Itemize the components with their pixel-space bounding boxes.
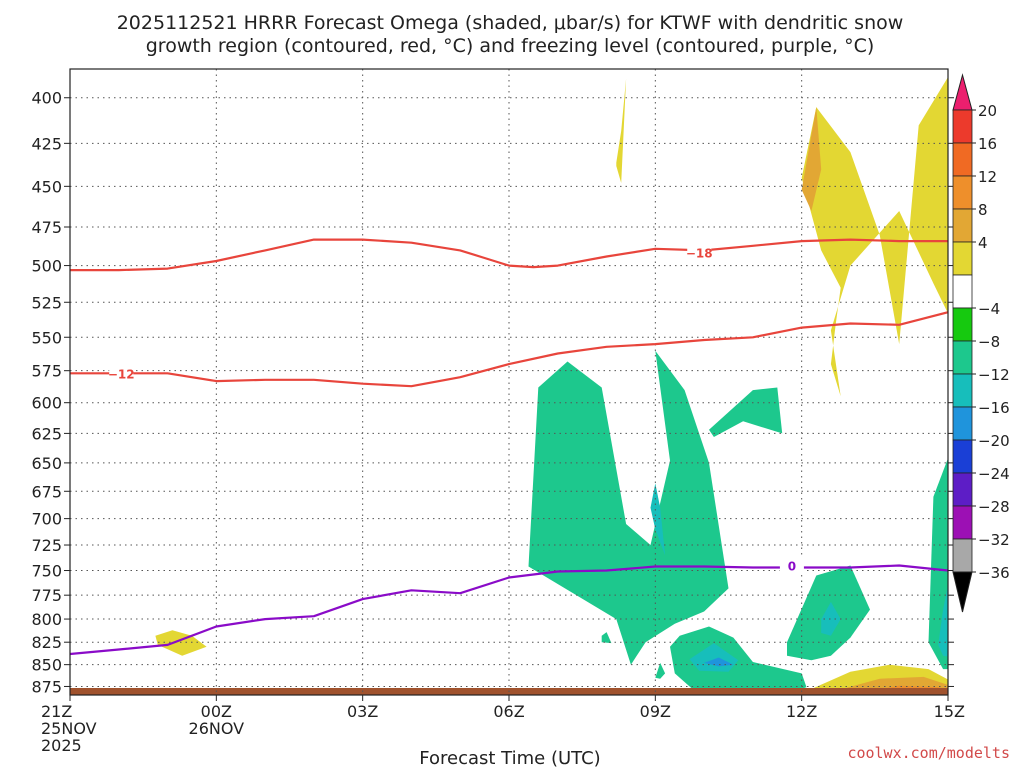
y-tick-label-14: 750 — [31, 562, 62, 581]
colorbar-label-1: 16 — [978, 135, 997, 153]
omega-region-2 — [616, 78, 627, 183]
y-axis-ticks: 400 425 450 475 500 525 550 575 600 625 650 675 700 7… — [31, 89, 954, 696]
y-tick-label-4: 500 — [31, 257, 62, 276]
colorbar-label-11: −28 — [978, 498, 1010, 516]
omega-region-0 — [801, 77, 948, 397]
contour-lines: −18 −12 0 — [70, 238, 948, 656]
colorbar-label-5: −4 — [978, 300, 1000, 318]
colorbar-bin-1 — [952, 109, 973, 144]
colorbar-bin-9 — [952, 373, 973, 408]
contour-label-bg-0 — [687, 245, 712, 260]
omega-shading — [155, 77, 948, 695]
x-tick-label-1-0: 00Z — [201, 702, 232, 721]
colorbar-bin-12 — [952, 472, 973, 507]
colorbar-bin-11 — [952, 439, 973, 474]
x-tick-label-0-1: 25NOV — [41, 719, 97, 738]
y-tick-label-1: 425 — [31, 134, 62, 153]
omega-region-1 — [155, 630, 207, 656]
omega-region-18 — [938, 585, 948, 657]
omega-region-13 — [601, 632, 612, 644]
colorbar-bin-14 — [952, 538, 973, 573]
contour-label-bg-2 — [779, 558, 804, 573]
omega-region-14 — [655, 662, 666, 679]
colorbar-label-9: −20 — [978, 432, 1010, 450]
contour-label-bg-1 — [109, 366, 134, 381]
y-tick-label-6: 550 — [31, 328, 62, 347]
contour-label-2: 0 — [788, 559, 796, 573]
x-tick-label-3-0: 06Z — [493, 702, 524, 721]
y-tick-label-9: 625 — [31, 424, 62, 443]
y-tick-label-3: 475 — [31, 218, 62, 237]
colorbar-label-13: −36 — [978, 564, 1010, 582]
y-tick-label-17: 825 — [31, 633, 62, 652]
title-line-1: 2025112521 HRRR Forecast Omega (shaded, … — [117, 12, 904, 34]
x-tick-label-1-1: 26NOV — [189, 719, 245, 738]
y-tick-label-16: 800 — [31, 610, 62, 629]
colorbar-label-3: 8 — [978, 201, 988, 219]
y-tick-label-10: 650 — [31, 454, 62, 473]
colorbar-label-10: −24 — [978, 465, 1010, 483]
y-tick-label-5: 525 — [31, 293, 62, 312]
colorbar-bin-4 — [952, 208, 973, 243]
y-tick-label-11: 675 — [31, 482, 62, 501]
y-tick-label-18: 850 — [31, 656, 62, 675]
colorbar-label-4: 4 — [978, 234, 988, 252]
colorbar-label-8: −16 — [978, 399, 1010, 417]
colorbar-label-12: −32 — [978, 531, 1010, 549]
y-tick-label-2: 450 — [31, 177, 62, 196]
x-tick-label-4-0: 09Z — [640, 702, 671, 721]
x-tick-label-0-0: 21Z — [41, 702, 72, 721]
x-tick-label-5-0: 12Z — [786, 702, 817, 721]
omega-region-8 — [528, 350, 729, 665]
omega-region-9 — [670, 626, 807, 695]
colorbar-label-0: 20 — [978, 102, 997, 120]
y-tick-label-12: 700 — [31, 510, 62, 529]
colorbar-bin-3 — [952, 175, 973, 210]
colorbar-top-arrow — [952, 73, 973, 111]
y-tick-label-8: 600 — [31, 394, 62, 413]
y-tick-label-0: 400 — [31, 89, 62, 108]
y-tick-label-19: 875 — [31, 677, 62, 696]
omega-region-19 — [704, 657, 734, 667]
contour-line-1 — [70, 311, 948, 388]
colorbar-bottom-arrow — [952, 571, 973, 613]
x-tick-label-6-0: 15Z — [934, 702, 965, 721]
y-tick-label-7: 575 — [31, 362, 62, 381]
title: 2025112521 HRRR Forecast Omega (shaded, … — [117, 12, 904, 57]
y-tick-label-13: 725 — [31, 536, 62, 555]
omega-region-17 — [821, 601, 841, 636]
colorbar-label-2: 12 — [978, 168, 997, 186]
x-tick-label-2-0: 03Z — [347, 702, 378, 721]
colorbar-bin-10 — [952, 406, 973, 441]
colorbar-bin-2 — [952, 142, 973, 177]
colorbar-bin-7 — [952, 307, 973, 342]
colorbar: 20 16 12 8 4 −4 −8 −12 −16 −20 −24 −28 −32 −36 — [952, 73, 1010, 613]
omega-region-10 — [709, 387, 783, 437]
contour-label-1: −12 — [108, 368, 135, 382]
omega-region-15 — [650, 483, 666, 556]
colorbar-label-7: −12 — [978, 366, 1010, 384]
colorbar-bin-6 — [952, 274, 973, 309]
colorbar-bin-5 — [952, 241, 973, 276]
title-line-2: growth region (contoured, red, °C) and f… — [146, 35, 875, 57]
contour-line-0 — [70, 238, 948, 272]
x-axis-label: Forecast Time (UTC) — [419, 748, 600, 768]
credit-text: coolwx.com/modelts — [847, 744, 1010, 762]
colorbar-label-6: −8 — [978, 333, 1000, 351]
omega-region-4 — [801, 107, 822, 211]
colorbar-bin-8 — [952, 340, 973, 375]
colorbar-bin-13 — [952, 505, 973, 540]
x-tick-label-0-2: 2025 — [41, 736, 82, 755]
contour-label-0: −18 — [686, 246, 713, 260]
y-tick-label-15: 775 — [31, 586, 62, 605]
